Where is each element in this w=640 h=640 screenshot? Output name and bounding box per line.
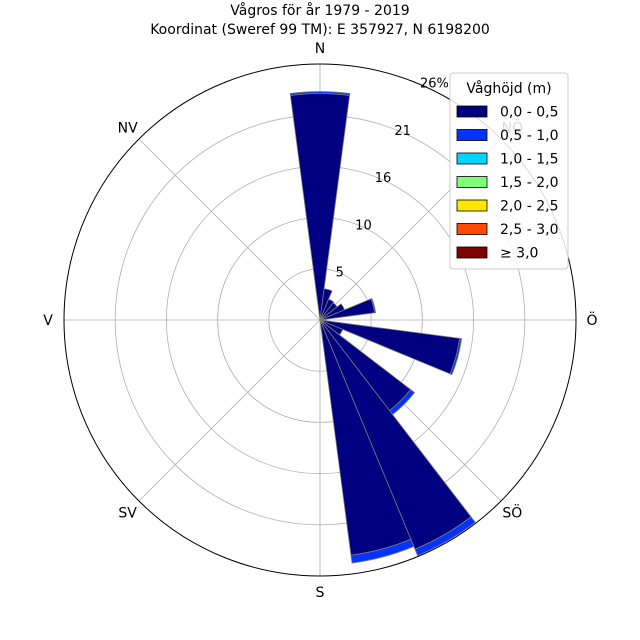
- legend-swatch: [456, 246, 488, 259]
- chart-title: Vågros för år 1979 - 2019: [230, 2, 409, 19]
- grid-spoke: [138, 319, 321, 502]
- legend-entries: 0,0 - 0,5 0,5 - 1,0 1,0 - 1,5 1,5 - 2,0 2,0 …: [456, 105, 558, 262]
- radial-tick-label: 26%: [420, 76, 449, 91]
- direction-label: SÖ: [502, 503, 522, 521]
- legend-swatch: [456, 152, 488, 165]
- direction-label: S: [316, 585, 325, 601]
- radial-tick-labels: 5 10 16 21 26%: [336, 76, 449, 280]
- sector-bars: [289, 91, 476, 564]
- legend-label: 2,0 - 2,5: [500, 199, 558, 215]
- direction-label: N: [315, 41, 325, 57]
- legend-label: 2,5 - 3,0: [500, 222, 558, 238]
- sector-bar: [289, 93, 351, 321]
- legend-label: 1,0 - 1,5: [500, 152, 558, 168]
- legend-frame: [449, 72, 569, 270]
- legend-label: 0,5 - 1,0: [500, 128, 558, 144]
- chart-subtitle: Koordinat (Sweref 99 TM): E 357927, N 61…: [150, 22, 490, 38]
- sector-bar: [370, 298, 377, 314]
- sector-bar: [319, 298, 335, 321]
- grid-spoke: [138, 138, 321, 321]
- legend-swatch: [456, 223, 488, 235]
- radial-tick-label: 16: [375, 171, 392, 186]
- outer-ring: [63, 63, 577, 577]
- sector-bar: [289, 91, 351, 96]
- legend-swatch: [456, 199, 488, 212]
- legend-swatch: [456, 176, 488, 188]
- radial-tick-label: 21: [394, 124, 411, 139]
- legend-swatch: [456, 129, 488, 141]
- direction-label: NV: [118, 121, 138, 137]
- sector-bar: [350, 538, 415, 564]
- direction-label: V: [43, 313, 53, 329]
- direction-label: SV: [118, 505, 137, 521]
- radial-tick-label: 10: [355, 218, 372, 233]
- legend-label: 1,5 - 2,0: [500, 175, 558, 191]
- legend-title: Våghöjd (m): [466, 80, 551, 97]
- direction-label: Ö: [586, 311, 597, 329]
- legend-swatch: [456, 105, 488, 118]
- legend-label: ≥ 3,0: [500, 246, 538, 262]
- sector-bar: [414, 516, 476, 557]
- legend: Våghöjd (m) 0,0 - 0,5 0,5 - 1,0 1,0 - 1,5 1…: [449, 72, 569, 270]
- sector-bar: [449, 337, 462, 376]
- radial-tick-label: 5: [336, 266, 344, 281]
- legend-label: 0,0 - 0,5: [500, 105, 558, 121]
